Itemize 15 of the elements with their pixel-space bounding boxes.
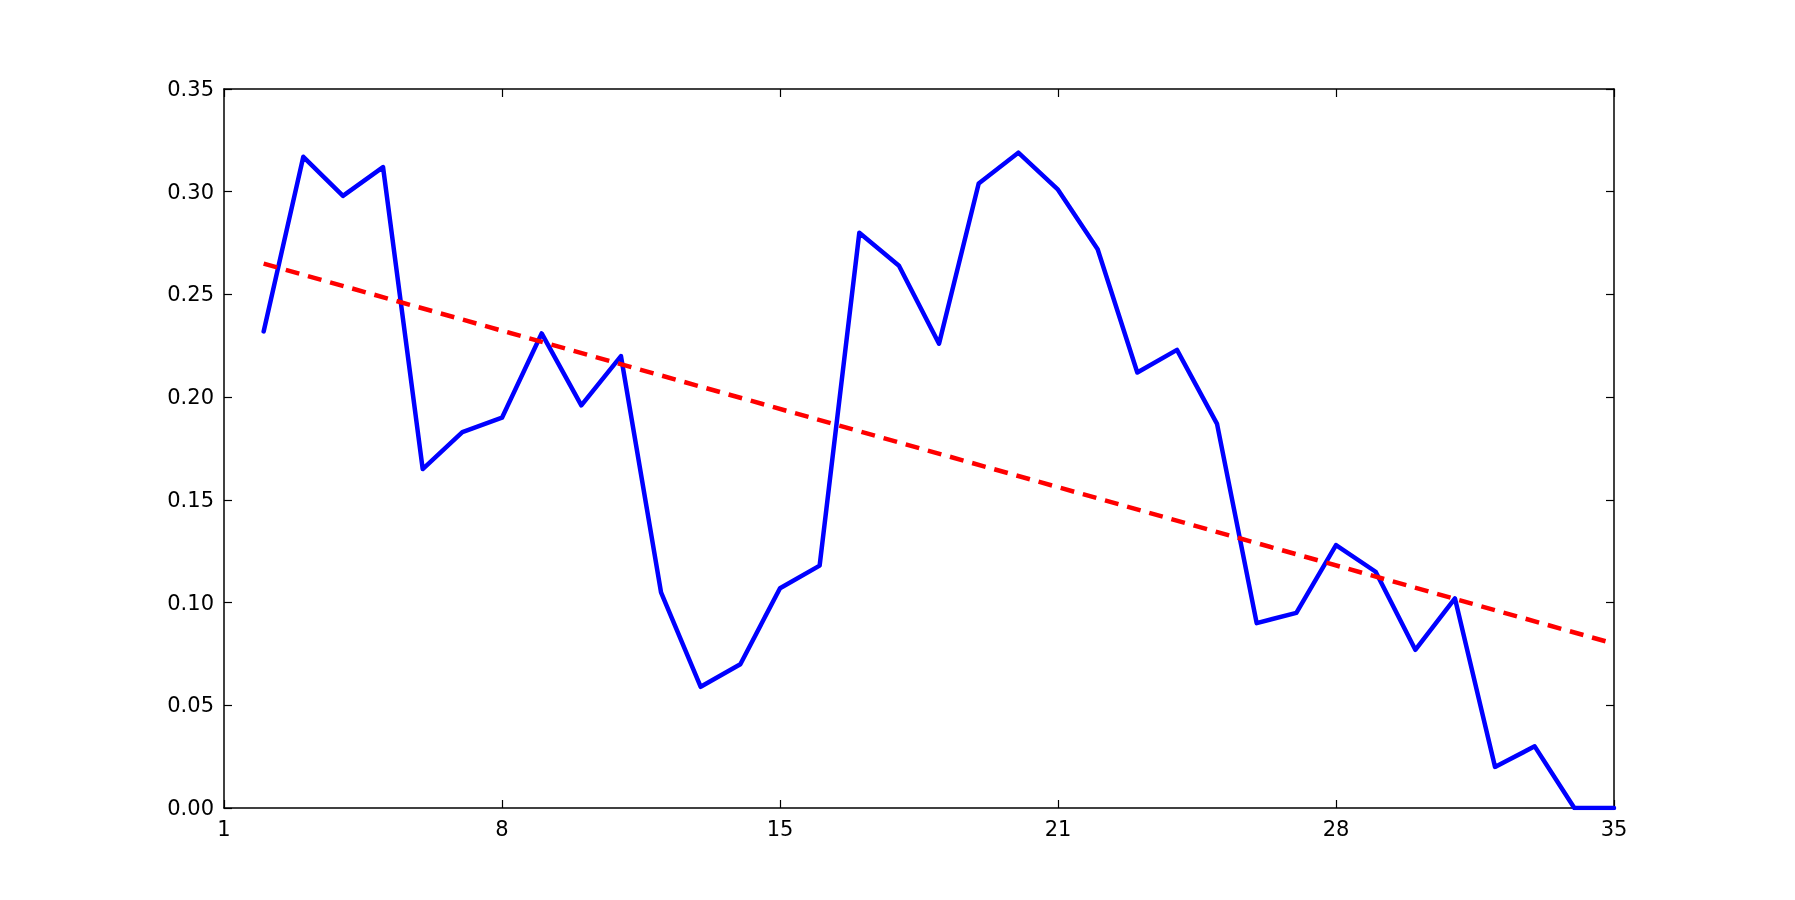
x-tick-label: 28 (1322, 816, 1350, 841)
y-tick-label: 0.00 (167, 796, 214, 820)
y-tick-label: 0.05 (167, 693, 214, 718)
y-tick-label: 0.25 (167, 282, 214, 307)
y-tick-label: 0.15 (167, 487, 214, 512)
x-tick-label: 1 (217, 816, 231, 841)
x-tick-label: 35 (1600, 816, 1628, 841)
x-tick-label: 21 (1044, 816, 1072, 841)
y-tick-label: 0.20 (167, 385, 214, 410)
line-series (261, 150, 1617, 811)
y-tick-label: 0.10 (167, 590, 214, 615)
x-tick-label: 8 (495, 816, 509, 841)
x-tick-label: 15 (766, 816, 794, 841)
y-tick-label: 0.30 (167, 179, 214, 204)
y-tick-label: 0.35 (167, 77, 214, 101)
